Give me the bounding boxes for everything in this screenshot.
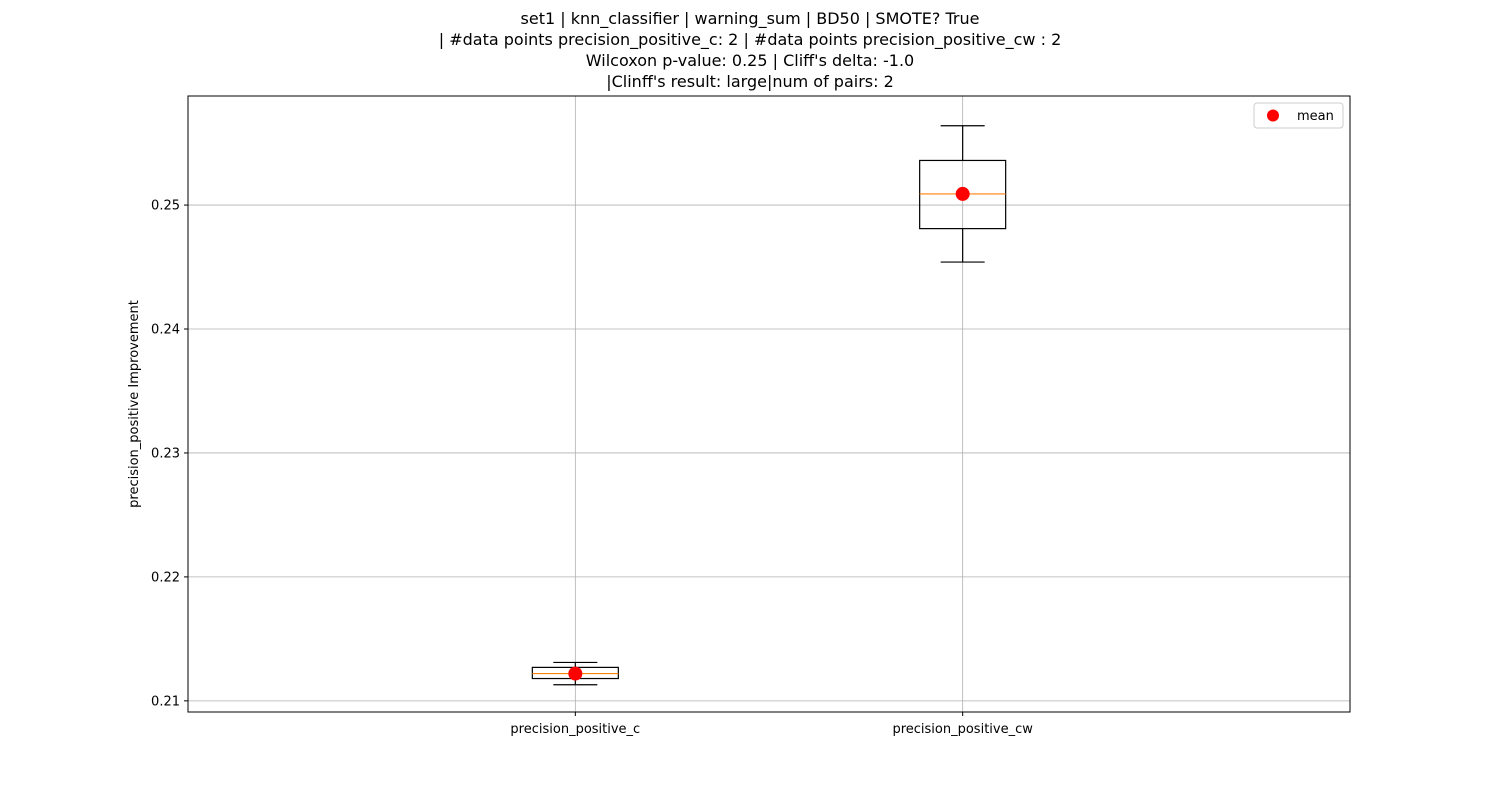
legend-mean-marker: [1267, 109, 1279, 122]
x-tick-label: precision_positive_c: [510, 722, 640, 737]
iqr-box: [919, 159, 1007, 230]
y-tick-label: 0.23: [151, 446, 180, 461]
chart-title: set1 | knn_classifier | warning_sum | BD…: [0, 8, 1500, 92]
legend-mean-label: mean: [1297, 109, 1334, 124]
x-tick-label: precision_positive_cw: [892, 722, 1033, 737]
box-precision_positive_cw: [919, 125, 1007, 263]
y-tick-label: 0.21: [151, 694, 180, 709]
title-line-4: |Clinff's result: large|num of pairs: 2: [606, 72, 894, 91]
box-precision_positive_c: [531, 661, 619, 686]
plot-frame: [187, 95, 1351, 713]
y-tick-label: 0.22: [151, 570, 180, 585]
title-line-2: | #data points precision_positive_c: 2 |…: [438, 30, 1062, 49]
tick-layer: 0.21 0.22 0.23 0.24 0.25 precision_positive_c…: [151, 199, 1033, 737]
y-axis-label: precision_positive Improvement: [127, 300, 142, 508]
box-layer: [531, 125, 1007, 686]
legend-frame: [1253, 102, 1344, 129]
mean-marker: [955, 186, 970, 201]
legend: mean: [1253, 102, 1344, 129]
grid-layer: [188, 96, 1350, 712]
y-tick-label: 0.24: [151, 323, 180, 338]
title-line-3: Wilcoxon p-value: 0.25 | Cliff's delta: …: [585, 51, 915, 70]
y-tick-label: 0.25: [151, 199, 180, 214]
mean-marker: [568, 666, 583, 681]
title-line-1: set1 | knn_classifier | warning_sum | BD…: [520, 9, 980, 28]
